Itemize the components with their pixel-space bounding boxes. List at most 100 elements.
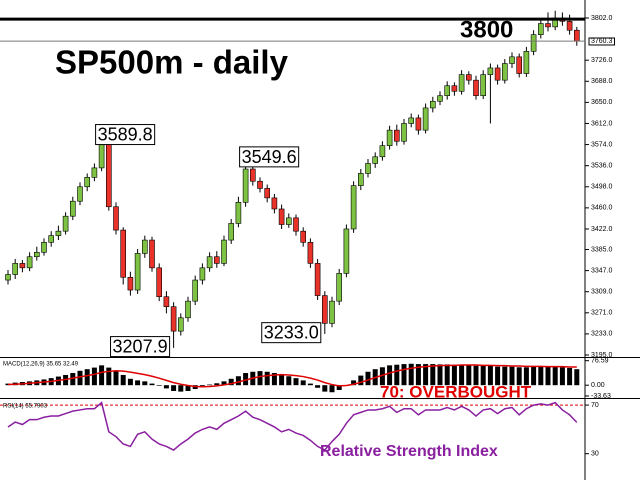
macd-bar <box>495 366 501 386</box>
macd-bar <box>156 385 162 386</box>
macd-bar <box>91 367 97 386</box>
candle-body <box>422 107 429 131</box>
macd-bar <box>401 364 407 386</box>
macd-bar <box>559 367 565 386</box>
macd-bar <box>84 369 90 386</box>
macd-bar <box>466 365 472 386</box>
macd-bar <box>459 364 465 386</box>
macd-bar <box>171 385 177 391</box>
macd-bar <box>415 364 421 386</box>
candle-body <box>242 168 249 203</box>
candle-body <box>386 129 393 146</box>
candle-body <box>120 229 126 278</box>
candle-body <box>401 123 407 142</box>
price-annotation-box <box>95 124 156 146</box>
candle-body <box>545 23 551 28</box>
candle-body <box>41 241 47 253</box>
candle-body <box>62 215 69 232</box>
candle-body <box>19 263 26 269</box>
macd-bar <box>480 366 486 386</box>
candle-body <box>573 29 580 42</box>
candle-body <box>26 256 33 269</box>
chart-title: SP500m - daily <box>55 44 289 81</box>
candle-body <box>206 256 213 269</box>
macd-bar <box>430 364 436 386</box>
macd-bar <box>70 373 76 386</box>
candle-body <box>12 263 18 275</box>
candle-body <box>113 206 119 231</box>
candle-body <box>149 239 155 269</box>
macd-bar <box>437 364 443 386</box>
macd-bar <box>199 385 205 387</box>
macd-bar <box>307 383 313 386</box>
candle-body <box>494 67 501 81</box>
macd-bar <box>487 366 493 386</box>
candle-body <box>48 235 55 243</box>
panel-label: MACD(12,26,9) 35.65 32.49 <box>3 362 79 368</box>
macd-bar <box>379 367 385 386</box>
macd-bar <box>77 370 83 386</box>
macd-bar <box>235 376 241 386</box>
y-tick-label: 3802.0 <box>591 15 613 22</box>
macd-bar <box>135 380 141 386</box>
candle-body <box>278 208 285 225</box>
candle-body <box>5 274 11 281</box>
macd-signal-line <box>7 364 577 388</box>
macd-bar <box>538 366 544 386</box>
candle-body <box>379 145 386 158</box>
price-annotation: 3207.9 <box>113 337 168 357</box>
rsi-line <box>7 401 578 451</box>
macd-bar <box>502 366 508 386</box>
y-tick-label: 3347.0 <box>591 267 613 274</box>
y-tick-label: 3309.0 <box>591 289 613 296</box>
price-annotation: 3589.8 <box>98 125 153 145</box>
macd-bar <box>214 383 220 386</box>
candle-body <box>357 173 364 186</box>
macd-bar <box>207 384 213 386</box>
candle-body <box>293 217 299 232</box>
y-tick-label: 3385.0 <box>591 246 613 253</box>
macd-bar <box>142 381 148 386</box>
macd-bar <box>358 375 364 386</box>
candle-body <box>106 143 112 208</box>
macd-bar <box>99 365 105 386</box>
macd-bar <box>279 374 285 386</box>
candle-body <box>98 143 105 169</box>
macd-bar <box>473 365 479 386</box>
y-tick-label: 76.59 <box>591 358 609 365</box>
candle-body <box>33 251 40 258</box>
macd-bar <box>315 385 321 388</box>
macd-bar <box>286 376 292 386</box>
candle-body <box>55 230 62 236</box>
candle-body <box>480 74 487 97</box>
candle-body <box>516 56 523 74</box>
macd-bar <box>516 367 522 386</box>
y-tick-label: 3688.0 <box>591 78 613 85</box>
macd-bar <box>408 363 414 386</box>
candle-body <box>537 23 544 35</box>
y-tick-label: 30 <box>591 451 599 458</box>
candle-body <box>142 239 148 254</box>
macd-bar <box>322 385 328 392</box>
y-tick-label: 3612.0 <box>591 120 613 127</box>
y-tick-label: 3574.0 <box>591 141 613 148</box>
candle-body <box>156 267 162 298</box>
y-tick-label: 3460.0 <box>591 205 613 212</box>
candle-body <box>170 306 177 332</box>
candle-body <box>199 267 206 281</box>
candle-body <box>285 217 292 225</box>
macd-bar <box>329 385 335 393</box>
candle-body <box>393 129 400 142</box>
candle-body <box>329 300 335 324</box>
candle-body <box>271 197 278 210</box>
y-tick-label: 3422.0 <box>591 226 613 233</box>
candle-body <box>501 63 508 81</box>
macd-bar <box>149 383 155 386</box>
macd-bar <box>523 367 529 386</box>
candle-body <box>437 95 443 102</box>
macd-bar <box>531 366 537 386</box>
macd-bar <box>221 381 227 386</box>
macd-bar <box>228 378 234 386</box>
macd-bar <box>185 385 191 391</box>
